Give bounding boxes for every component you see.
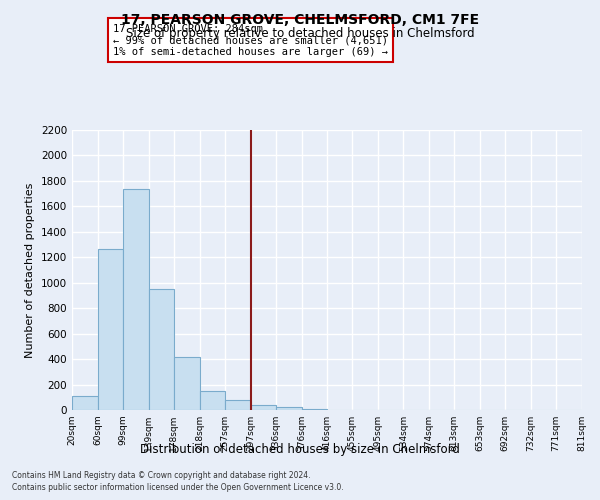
Bar xyxy=(225,400,251,410)
Bar xyxy=(72,396,98,410)
Bar xyxy=(251,405,276,410)
Bar xyxy=(98,249,123,410)
Text: 17 PEARSON GROVE: 284sqm
← 99% of detached houses are smaller (4,651)
1% of semi: 17 PEARSON GROVE: 284sqm ← 99% of detach… xyxy=(113,24,388,57)
Bar xyxy=(200,391,225,410)
Text: Contains HM Land Registry data © Crown copyright and database right 2024.: Contains HM Land Registry data © Crown c… xyxy=(12,471,311,480)
Bar xyxy=(276,407,302,410)
Text: Contains public sector information licensed under the Open Government Licence v3: Contains public sector information licen… xyxy=(12,484,344,492)
Text: Distribution of detached houses by size in Chelmsford: Distribution of detached houses by size … xyxy=(140,442,460,456)
Text: Size of property relative to detached houses in Chelmsford: Size of property relative to detached ho… xyxy=(125,28,475,40)
Text: 17, PEARSON GROVE, CHELMSFORD, CM1 7FE: 17, PEARSON GROVE, CHELMSFORD, CM1 7FE xyxy=(121,12,479,26)
Y-axis label: Number of detached properties: Number of detached properties xyxy=(25,182,35,358)
Bar xyxy=(149,289,174,410)
Bar xyxy=(123,189,149,410)
Bar xyxy=(174,357,200,410)
